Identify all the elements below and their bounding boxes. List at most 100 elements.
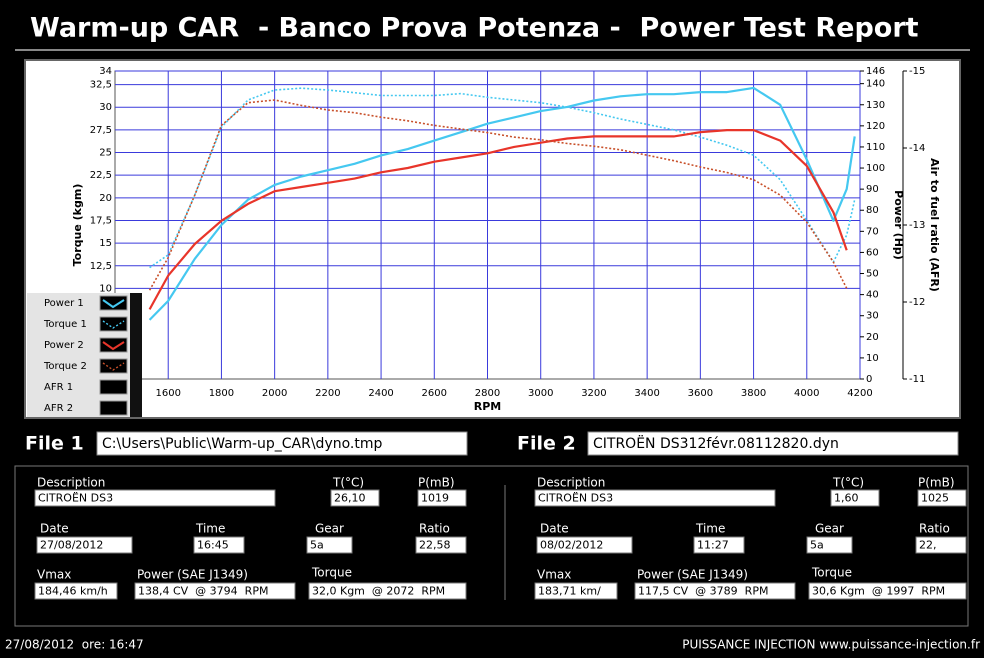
x-tick-label: 3800 [741, 388, 766, 399]
y-tick-label: 32,5 [90, 80, 112, 91]
y-tick-label: 17,5 [90, 215, 112, 226]
x-tick-label: 4000 [794, 388, 819, 399]
footer-left: 27/08/2012 ore: 16:47 [5, 638, 144, 652]
field-value: 11:27 [697, 539, 729, 552]
x-tick-label: 2200 [315, 388, 340, 399]
y3-tick-label: -14 [909, 143, 925, 154]
y2-tick-label: 110 [866, 142, 885, 153]
y2-tick-label: 120 [866, 121, 885, 132]
legend-box [27, 293, 130, 417]
series-line [148, 129, 848, 310]
y-tick-label: 22,5 [90, 170, 112, 181]
field-box [534, 489, 776, 507]
y2-tick-label: 50 [866, 269, 879, 280]
field-value: 1025 [921, 492, 949, 505]
file-path: CITROËN DS312févr.08112820.dyn [593, 434, 839, 452]
y3-tick-label: -12 [909, 297, 925, 308]
field-label: T(°C) [332, 476, 364, 490]
field-label: Time [695, 522, 725, 536]
field-value: 08/02/2012 [540, 539, 603, 552]
x-tick-label: 2000 [262, 388, 287, 399]
title: Warm-up CAR - Banco Prova Potenza - Powe… [30, 13, 919, 44]
field-value: CITROËN DS3 [538, 492, 613, 505]
x-axis-label: RPM [474, 400, 501, 413]
field-box [808, 582, 967, 600]
field-box [34, 489, 276, 507]
field-box [306, 536, 353, 554]
series-line [149, 87, 856, 269]
y2-tick-label: 90 [866, 184, 879, 195]
field-value: 5a [810, 539, 824, 552]
legend-line [102, 341, 125, 351]
field-label: Gear [815, 522, 844, 536]
field-value: 32,0 Kgm @ 2072 RPM [312, 585, 445, 598]
field-label: Time [195, 522, 225, 536]
y2-tick-label: 20 [866, 332, 879, 343]
y-tick-label: 27,5 [90, 125, 112, 136]
y2-axis-label: Power (Hp) [892, 190, 905, 260]
y-tick-label: 10 [99, 283, 112, 294]
field-value: 5a [310, 539, 324, 552]
y-tick-label: 15 [99, 238, 112, 249]
field-value: 1019 [421, 492, 449, 505]
field-label: P(mB) [918, 476, 955, 490]
y-tick-label: 20 [99, 193, 112, 204]
y-tick-label: 25 [99, 148, 112, 159]
field-box [36, 536, 133, 554]
x-tick-label: 2800 [475, 388, 500, 399]
y2-tick-label: 40 [866, 290, 879, 301]
y2-tick-label: 80 [866, 205, 879, 216]
field-box [415, 536, 467, 554]
field-box [308, 582, 467, 600]
x-tick-label: 3000 [528, 388, 553, 399]
y2-tick-label: 10 [866, 353, 879, 364]
field-box [330, 489, 380, 507]
field-value: CITROËN DS3 [38, 492, 113, 505]
field-box [830, 489, 880, 507]
field-label: Gear [315, 522, 344, 536]
y2-tick-label: 146 [866, 66, 885, 77]
y2-tick-label: 30 [866, 311, 879, 322]
x-tick-label: 1800 [209, 388, 234, 399]
x-tick-label: 3600 [688, 388, 713, 399]
field-value: 184,46 km/h [38, 585, 108, 598]
field-value: 183,71 km/ [538, 585, 601, 598]
field-label: P(mB) [418, 476, 455, 490]
field-value: 30,6 Kgm @ 1997 RPM [812, 585, 945, 598]
x-tick-label: 3400 [634, 388, 659, 399]
y2-tick-label: 60 [866, 247, 879, 258]
footer-right: PUISSANCE INJECTION www.puissance-inject… [682, 638, 980, 652]
legend-swatch [99, 295, 128, 311]
legend-line [102, 362, 125, 371]
field-value: 138,4 CV @ 3794 RPM [138, 585, 268, 598]
field-box [915, 536, 967, 554]
field-box [917, 489, 967, 507]
y2-tick-label: 0 [866, 374, 872, 385]
field-value: 22, [919, 539, 937, 552]
file-label: File 1 [25, 433, 84, 455]
field-label: Power (SAE J1349) [637, 568, 748, 582]
field-label: T(°C) [832, 476, 864, 490]
y-tick-label: 30 [99, 102, 112, 113]
legend-line [102, 299, 125, 309]
legend-swatch [99, 316, 128, 332]
field-label: Torque [311, 566, 352, 580]
field-box [806, 536, 853, 554]
file-path-box [96, 431, 468, 456]
x-tick-label: 4200 [847, 388, 872, 399]
field-label: Date [40, 522, 69, 536]
field-label: Description [37, 476, 105, 490]
file-label: File 2 [517, 433, 576, 455]
legend-label: AFR 2 [44, 403, 73, 414]
x-tick-label: 3200 [581, 388, 606, 399]
file-path: C:\Users\Public\Warm-up_CAR\dyno.tmp [102, 436, 383, 452]
x-tick-label: 2600 [422, 388, 447, 399]
legend-swatch [99, 400, 128, 416]
legend-label: Power 1 [44, 298, 84, 309]
series-line [148, 86, 856, 321]
y3-tick-label: -13 [909, 220, 925, 231]
y-tick-label: 12,5 [90, 261, 112, 272]
x-tick-label: 2400 [368, 388, 393, 399]
legend-label: Torque 2 [43, 361, 87, 372]
